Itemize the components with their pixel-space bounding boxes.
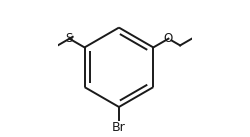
Text: O: O [164,32,173,45]
Text: Br: Br [112,121,126,134]
Text: S: S [66,32,73,45]
